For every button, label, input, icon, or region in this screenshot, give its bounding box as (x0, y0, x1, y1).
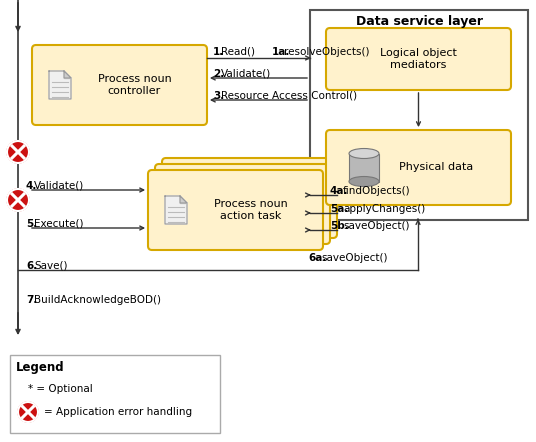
Text: Process noun
action task: Process noun action task (214, 199, 287, 221)
Text: Validate(): Validate() (34, 181, 84, 191)
Text: 4.: 4. (26, 181, 38, 191)
Text: = Application error handling: = Application error handling (44, 407, 192, 417)
Text: 6.: 6. (26, 261, 37, 271)
Polygon shape (64, 71, 71, 78)
Text: 5a.: 5a. (330, 204, 348, 214)
FancyBboxPatch shape (162, 158, 337, 238)
Text: 5b.: 5b. (330, 221, 349, 231)
Bar (310, 10, 528, 220)
Text: saveObject(): saveObject() (343, 221, 410, 231)
Text: resolveObjects(): resolveObjects() (284, 47, 369, 57)
FancyBboxPatch shape (32, 45, 207, 125)
Text: BuildAcknowledgeBOD(): BuildAcknowledgeBOD() (34, 295, 161, 305)
Text: 3.: 3. (213, 91, 224, 101)
Text: 5.: 5. (26, 219, 37, 229)
Circle shape (7, 141, 29, 163)
Text: Data service layer: Data service layer (355, 15, 482, 28)
Text: 1.: 1. (213, 47, 224, 57)
Text: applyChanges(): applyChanges() (343, 204, 425, 214)
Text: Legend: Legend (16, 361, 65, 373)
Circle shape (7, 189, 29, 211)
Text: findObjects(): findObjects() (343, 186, 411, 196)
Polygon shape (165, 196, 187, 224)
Ellipse shape (349, 176, 379, 187)
Text: 7.: 7. (26, 295, 38, 305)
Text: Save(): Save() (34, 261, 68, 271)
FancyBboxPatch shape (148, 170, 323, 250)
Text: saveObject(): saveObject() (321, 253, 388, 263)
FancyBboxPatch shape (326, 130, 511, 205)
FancyBboxPatch shape (326, 28, 511, 90)
FancyBboxPatch shape (155, 164, 330, 244)
Ellipse shape (349, 149, 379, 159)
Text: Execute(): Execute() (34, 219, 84, 229)
Polygon shape (180, 196, 187, 203)
Text: Process noun
controller: Process noun controller (98, 74, 172, 96)
Circle shape (18, 402, 38, 422)
Text: Resource Access Control(): Resource Access Control() (221, 91, 357, 101)
Text: 2.: 2. (213, 69, 224, 79)
Bar (10, 355, 220, 433)
Text: 4a.: 4a. (330, 186, 348, 196)
Bar (349, 153, 379, 182)
Text: * = Optional: * = Optional (28, 384, 93, 394)
Text: Read(): Read() (221, 47, 255, 57)
Polygon shape (49, 71, 71, 99)
Text: 6a.: 6a. (308, 253, 326, 263)
Text: Physical data: Physical data (399, 163, 474, 172)
Text: Logical object
mediators: Logical object mediators (380, 48, 457, 70)
Text: Validate(): Validate() (221, 69, 271, 79)
Text: 1a.: 1a. (272, 47, 291, 57)
